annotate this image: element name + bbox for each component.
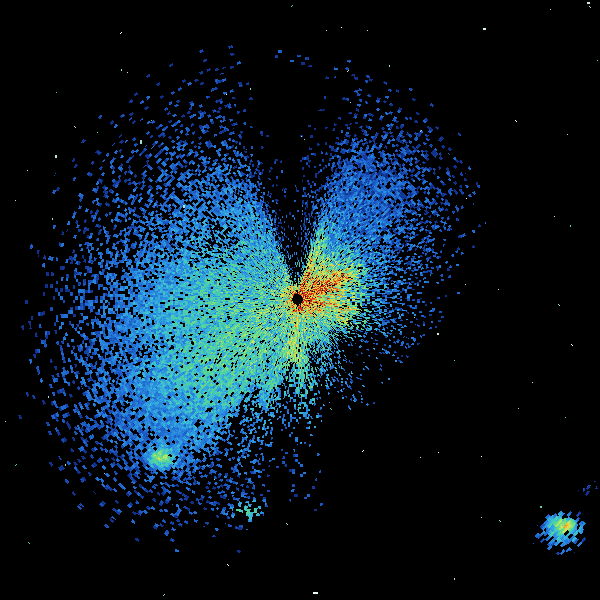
radar-display — [0, 0, 600, 600]
radar-reflectivity-image — [0, 0, 600, 600]
